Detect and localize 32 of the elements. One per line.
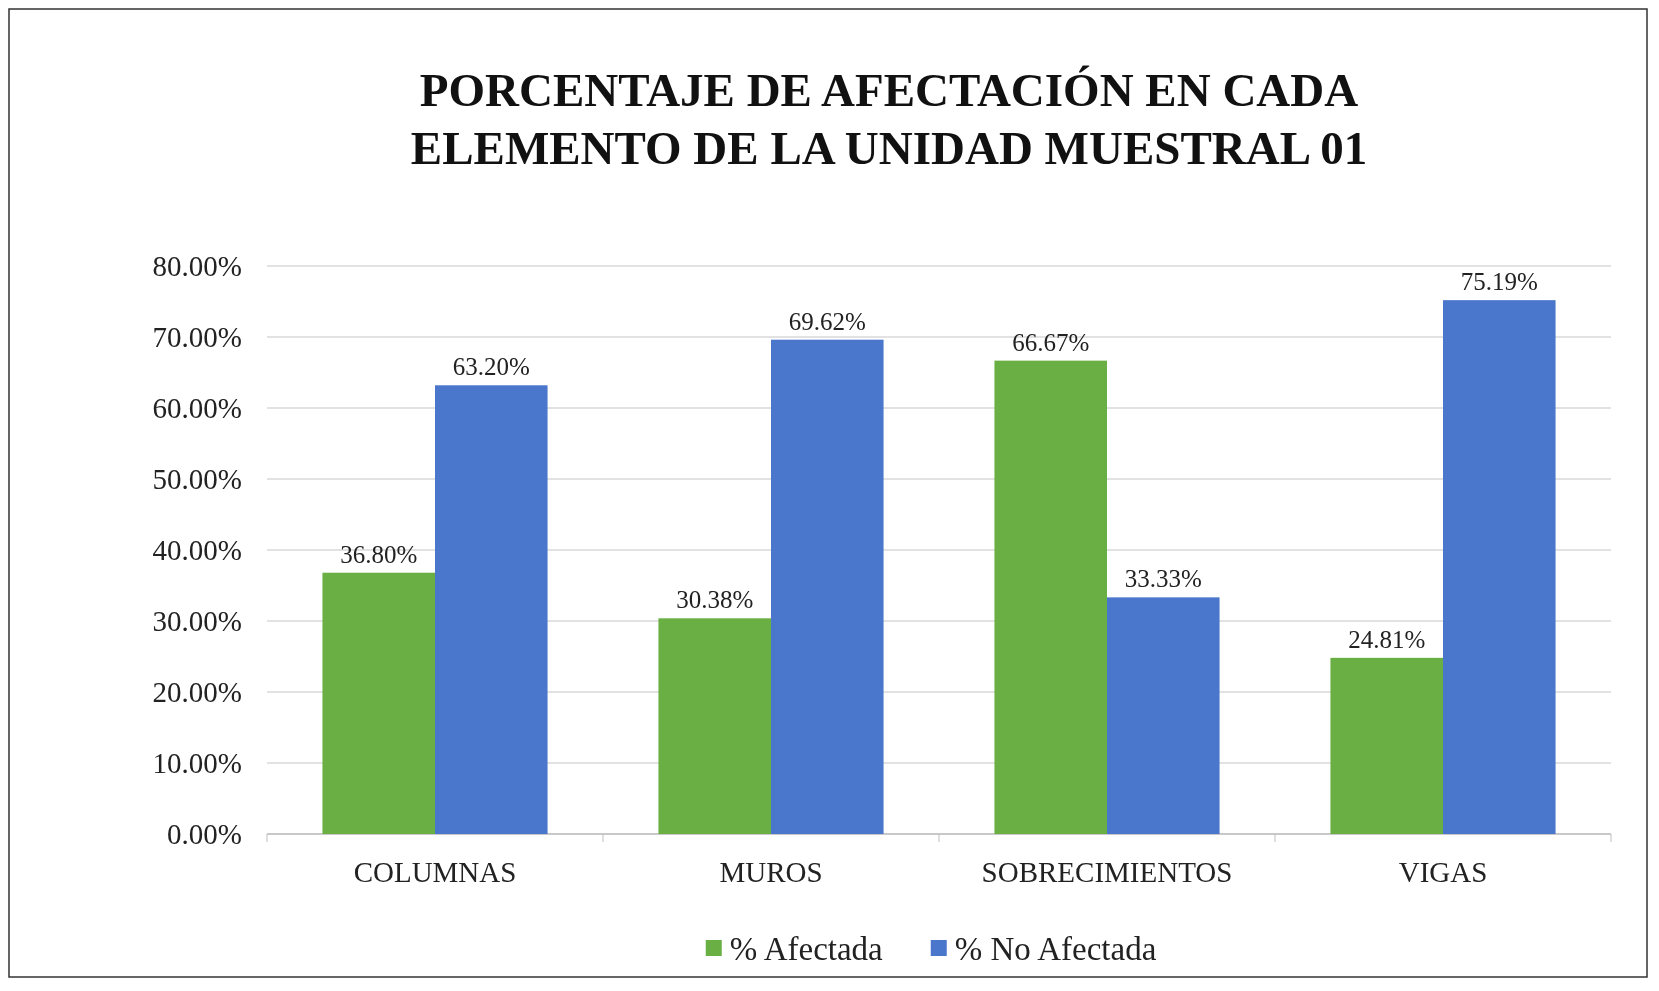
y-tick-label: 20.00% <box>152 676 242 709</box>
data-label: 24.81% <box>1348 625 1426 653</box>
y-tick-label: 60.00% <box>152 392 242 425</box>
legend-label: % Afectada <box>729 931 884 967</box>
data-label: 69.62% <box>788 307 866 335</box>
x-tick-label: MUROS <box>719 856 823 888</box>
bar <box>771 339 884 834</box>
data-label: 63.20% <box>452 353 530 381</box>
data-label: 30.38% <box>676 586 754 614</box>
chart-title: PORCENTAJE DE AFECTACIÓN EN CADA ELEMENTO DE LA UNIDAD MUESTRAL 01 <box>410 64 1368 174</box>
y-tick-label: 70.00% <box>152 321 242 354</box>
data-label: 66.67% <box>1012 328 1090 356</box>
bar <box>1330 657 1443 834</box>
bar <box>435 385 548 834</box>
x-tick-label: VIGAS <box>1398 856 1488 888</box>
y-tick-label: 10.00% <box>152 747 242 780</box>
bar <box>322 572 435 834</box>
bar <box>658 618 771 834</box>
y-tick-label: 0.00% <box>167 818 242 851</box>
y-tick-label: 50.00% <box>152 463 242 496</box>
x-tick-label: COLUMNAS <box>353 856 517 888</box>
legend-label: % No Afectada <box>954 931 1157 967</box>
y-tick-label: 80.00% <box>152 250 242 283</box>
data-label: 33.33% <box>1124 565 1202 593</box>
bar <box>1443 300 1556 834</box>
bar <box>1107 597 1220 834</box>
x-tick-label: SOBRECIMIENTOS <box>981 856 1233 888</box>
y-tick-label: 40.00% <box>152 534 242 567</box>
bar <box>994 360 1107 834</box>
y-tick-label: 30.00% <box>152 605 242 638</box>
data-label: 75.19% <box>1460 268 1538 296</box>
data-label: 36.80% <box>340 540 418 568</box>
